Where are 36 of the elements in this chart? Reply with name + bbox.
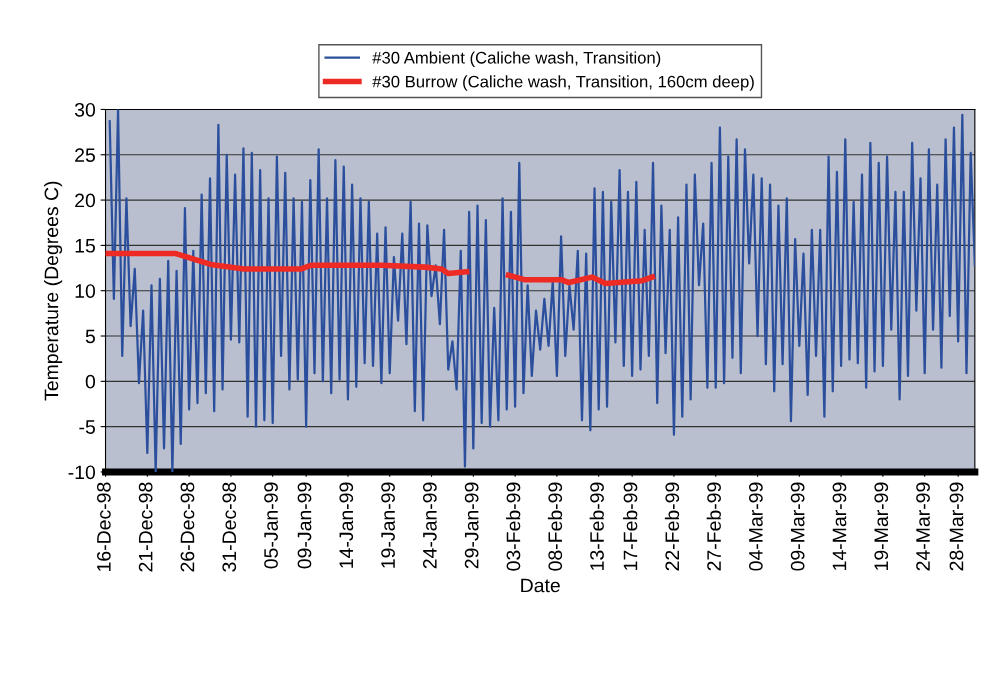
x-axis-title: Date — [521, 578, 560, 593]
x-tick-label: 17-Feb-99 — [623, 482, 638, 570]
y-tick-label: 30 — [74, 102, 96, 117]
x-tick-label: 04-Mar-99 — [748, 482, 763, 571]
y-tick-label: 10 — [75, 284, 96, 298]
x-tick-label: 19-Jan-99 — [381, 482, 395, 568]
y-tick-label: 0 — [85, 374, 96, 389]
x-tick-label: 09-Jan-99 — [297, 482, 312, 569]
x-tick-label: 08-Feb-99 — [547, 482, 563, 571]
y-tick-label: -10 — [68, 465, 96, 480]
x-tick-label: 03-Feb-99 — [506, 482, 521, 571]
y-tick-label: -5 — [79, 420, 95, 434]
x-tick-label: 09-Mar-99 — [790, 482, 805, 571]
x-tick-label: 28-Mar-99 — [949, 482, 964, 571]
y-tick-label: 20 — [75, 193, 96, 208]
x-tick-label: 13-Feb-99 — [589, 482, 604, 570]
x-tick-label: 26-Dec-98 — [180, 482, 195, 572]
line-series — [108, 109, 975, 472]
x-tick-label: 14-Jan-99 — [339, 482, 354, 568]
x-tick-label: 29-Jan-99 — [464, 482, 479, 569]
x-tick-label: 14-Mar-99 — [832, 482, 847, 570]
y-tick-label: 25 — [75, 148, 95, 162]
x-tick-label: 31-Dec-98 — [222, 482, 237, 572]
x-tick-label: 22-Feb-99 — [664, 482, 680, 571]
x-tick-label: 05-Jan-99 — [264, 482, 278, 569]
x-tick-label: 16-Dec-98 — [96, 482, 111, 571]
y-axis-title: Temperature (Degrees C) — [44, 181, 63, 401]
x-tick-label: 27-Feb-99 — [706, 482, 721, 571]
x-tick-label: 19-Mar-99 — [874, 482, 889, 570]
x-tick-label: 24-Mar-99 — [916, 482, 930, 571]
y-tick-label: 15 — [75, 239, 95, 253]
x-tick-label: 24-Jan-99 — [422, 482, 437, 569]
legend-label: #30 Ambient (Caliche wash, Transition) — [372, 51, 661, 67]
x-tick-label: 21-Dec-98 — [138, 482, 153, 572]
y-tick-label: 5 — [85, 329, 95, 344]
legend-label: #30 Burrow (Caliche wash, Transition, 160cm deep) — [372, 75, 754, 91]
